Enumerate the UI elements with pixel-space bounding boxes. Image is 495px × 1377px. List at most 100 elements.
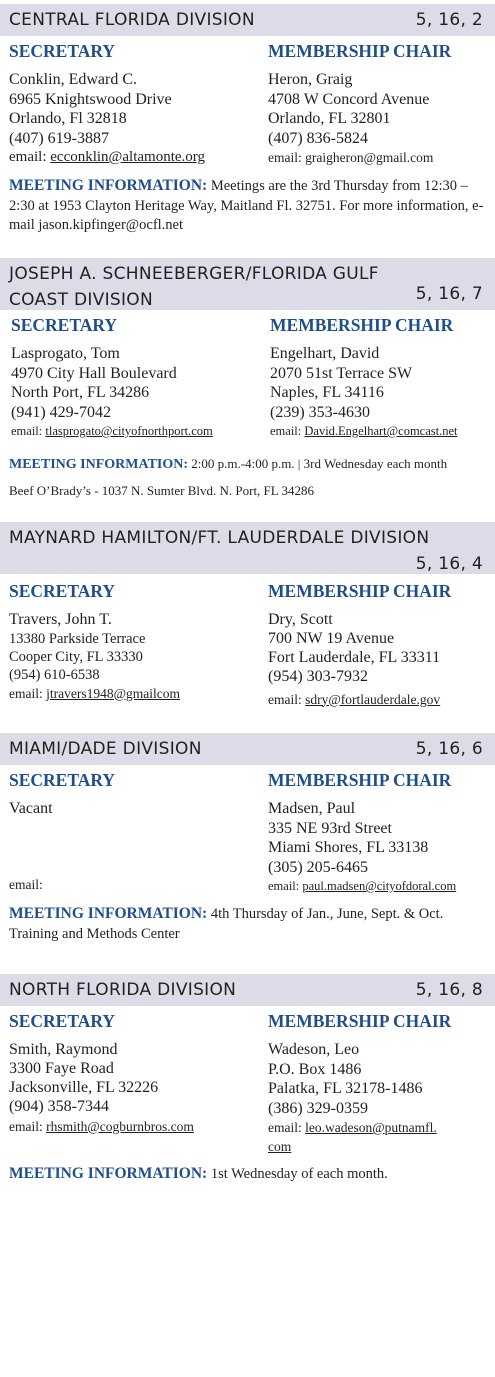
division-header: JOSEPH A. SCHNEEBERGER/FLORIDA GULF COAS… xyxy=(0,258,495,310)
division-name: MAYNARD HAMILTON/FT. LAUDERDALE DIVISION xyxy=(9,528,430,548)
chair-email: email: graigheron@gmail.com xyxy=(268,148,490,167)
meeting-info: MEETING INFORMATION: 1st Wednesday of ea… xyxy=(9,1164,491,1185)
chair-city: Naples, FL 34116 xyxy=(270,384,384,401)
secretary-address: 4970 City Hall Boulevard xyxy=(11,364,177,382)
secretary-block: SECRETARY Conklin, Edward C. 6965 Knight… xyxy=(9,40,259,167)
division-name: NORTH FLORIDA DIVISION xyxy=(9,980,237,1000)
secretary-heading: SECRETARY xyxy=(11,315,118,335)
chair-name: Dry, Scott xyxy=(268,611,333,628)
meeting-label: MEETING INFORMATION: xyxy=(9,177,208,194)
chair-name: Heron, Graig xyxy=(268,71,353,88)
secretary-block: SECRETARY Travers, John T. 13380 Parksid… xyxy=(9,580,259,703)
chair-email: email: sdry@fortlauderdale.gov xyxy=(268,690,490,709)
chair-email: email: paul.madsen@cityofdoral.com xyxy=(268,877,490,896)
email-label: email: xyxy=(268,879,303,893)
chair-city: Miami Shores, FL 33138 xyxy=(268,839,429,856)
secretary-address: 6965 Knightswood Drive xyxy=(9,90,172,108)
email-label: email: xyxy=(268,150,306,165)
secretary-heading: SECRETARY xyxy=(9,770,116,790)
chair-email-link[interactable]: David.Engelhart@comcast.net xyxy=(304,424,458,438)
division-header: NORTH FLORIDA DIVISION 5, 16, 8 xyxy=(0,974,495,1006)
division-gulf-coast: JOSEPH A. SCHNEEBERGER/FLORIDA GULF COAS… xyxy=(0,258,495,498)
meeting-text: 1st Wednesday of each month. xyxy=(210,1166,388,1182)
secretary-heading: SECRETARY xyxy=(9,581,116,601)
chair-address: 4708 W Concord Avenue xyxy=(268,90,430,108)
chair-city: Orlando, FL 32801 xyxy=(268,110,391,127)
secretary-email: email: ecconklin@altamonte.org xyxy=(9,148,259,167)
secretary-block: SECRETARY Lasprogato, Tom 4970 City Hall… xyxy=(11,314,261,441)
meeting-text: 4th Thursday of Jan., June, Sept. & Oct.… xyxy=(9,906,444,942)
division-name-line-1: JOSEPH A. SCHNEEBERGER/FLORIDA GULF xyxy=(9,264,379,284)
division-codes: 5, 16, 7 xyxy=(415,284,483,304)
chair-email-link[interactable]: paul.madsen@cityofdoral.com xyxy=(302,879,457,893)
chair-heading: MEMBERSHIP CHAIR xyxy=(270,315,454,335)
meeting-text: 2:00 p.m.-4:00 p.m. | 3rd Wednesday each… xyxy=(191,456,448,471)
meeting-label: MEETING INFORMATION: xyxy=(9,1165,208,1182)
secretary-email: email: xyxy=(9,875,259,894)
secretary-city: Orlando, Fl 32818 xyxy=(9,110,127,127)
secretary-name: Lasprogato, Tom xyxy=(11,345,120,362)
secretary-heading: SECRETARY xyxy=(9,41,116,61)
division-codes: 5, 16, 2 xyxy=(415,10,483,30)
secretary-name: Smith, Raymond xyxy=(9,1041,118,1058)
email-label: email: xyxy=(270,424,305,438)
secretary-email: email: rhsmith@cogburnbros.com xyxy=(9,1117,259,1136)
meeting-label: MEETING INFORMATION: xyxy=(9,905,208,922)
meeting-info: MEETING INFORMATION: 4th Thursday of Jan… xyxy=(9,904,491,944)
chair-address: P.O. Box 1486 xyxy=(268,1060,362,1078)
chair-heading: MEMBERSHIP CHAIR xyxy=(268,1011,452,1031)
email-label: email: xyxy=(9,1118,47,1134)
membership-chair-block: MEMBERSHIP CHAIR Madsen, Paul 335 NE 93r… xyxy=(268,769,490,896)
chair-address: 2070 51st Terrace SW xyxy=(270,364,413,382)
meeting-label: MEETING INFORMATION: xyxy=(9,457,189,472)
secretary-email: email: tlasprogato@cityofnorthport.com xyxy=(11,422,261,441)
membership-chair-block: MEMBERSHIP CHAIR Dry, Scott 700 NW 19 Av… xyxy=(268,580,490,709)
secretary-email-link[interactable]: rhsmith@cogburnbros.com xyxy=(46,1118,194,1134)
secretary-heading: SECRETARY xyxy=(9,1011,116,1031)
chair-city: Palatka, FL 32178-1486 xyxy=(268,1080,423,1097)
secretary-name: Travers, John T. xyxy=(9,611,112,628)
chair-name: Engelhart, David xyxy=(270,345,380,362)
chair-email-continued: com xyxy=(268,1137,490,1156)
division-ft-lauderdale: MAYNARD HAMILTON/FT. LAUDERDALE DIVISION… xyxy=(0,522,495,707)
secretary-email-link[interactable]: tlasprogato@cityofnorthport.com xyxy=(45,424,213,438)
chair-email-link[interactable]: graigheron@gmail.com xyxy=(305,150,434,165)
membership-chair-block: MEMBERSHIP CHAIR Heron, Graig 4708 W Con… xyxy=(268,40,490,167)
secretary-email-link[interactable]: ecconklin@altamonte.org xyxy=(50,149,205,165)
meeting-info: MEETING INFORMATION: Meetings are the 3r… xyxy=(9,176,491,236)
secretary-email: email: jtravers1948@gmailcom xyxy=(9,684,259,703)
secretary-email-link[interactable]: jtravers1948@gmailcom xyxy=(46,685,181,701)
chair-phone: (305) 205-6465 xyxy=(268,858,368,876)
secretary-name: Conklin, Edward C. xyxy=(9,71,137,88)
secretary-phone: (407) 619-3887 xyxy=(9,129,109,147)
division-header: MIAMI/DADE DIVISION 5, 16, 6 xyxy=(0,733,495,765)
chair-email-link[interactable]: leo.wadeson@putnamfl. xyxy=(305,1120,437,1135)
chair-phone: (239) 353-4630 xyxy=(270,403,370,421)
chair-phone: (386) 329-0359 xyxy=(268,1099,368,1117)
division-codes: 5, 16, 4 xyxy=(415,554,483,574)
chair-heading: MEMBERSHIP CHAIR xyxy=(268,581,452,601)
chair-email-link-continued[interactable]: com xyxy=(268,1139,292,1154)
membership-chair-block: MEMBERSHIP CHAIR Engelhart, David 2070 5… xyxy=(270,314,492,441)
meeting-info: MEETING INFORMATION: 2:00 p.m.-4:00 p.m.… xyxy=(9,454,491,475)
division-north-florida: NORTH FLORIDA DIVISION 5, 16, 8 SECRETAR… xyxy=(0,974,495,1182)
chair-address: 335 NE 93rd Street xyxy=(268,819,392,837)
chair-email-link[interactable]: sdry@fortlauderdale.gov xyxy=(305,691,441,707)
secretary-name: Vacant xyxy=(9,800,53,817)
division-name: MIAMI/DADE DIVISION xyxy=(9,739,202,759)
email-label: email: xyxy=(9,876,43,892)
division-miami-dade: MIAMI/DADE DIVISION 5, 16, 6 SECRETARY V… xyxy=(0,733,495,942)
chair-address: 700 NW 19 Avenue xyxy=(268,629,395,647)
division-header: CENTRAL FLORIDA DIVISION 5, 16, 2 xyxy=(0,4,495,36)
secretary-address: 3300 Faye Road xyxy=(9,1059,114,1077)
membership-chair-block: MEMBERSHIP CHAIR Wadeson, Leo P.O. Box 1… xyxy=(268,1010,490,1156)
secretary-phone: (904) 358-7344 xyxy=(9,1098,109,1115)
division-codes: 5, 16, 8 xyxy=(415,980,483,1000)
secretary-phone: (954) 610-6538 xyxy=(9,666,100,683)
secretary-block: SECRETARY Smith, Raymond 3300 Faye Road … xyxy=(9,1010,259,1136)
chair-heading: MEMBERSHIP CHAIR xyxy=(268,41,452,61)
chair-email: email: leo.wadeson@putnamfl. xyxy=(268,1118,490,1137)
division-name: CENTRAL FLORIDA DIVISION xyxy=(9,10,255,30)
secretary-phone: (941) 429-7042 xyxy=(11,403,111,421)
division-central-florida: CENTRAL FLORIDA DIVISION 5, 16, 2 SECRET… xyxy=(0,4,495,233)
